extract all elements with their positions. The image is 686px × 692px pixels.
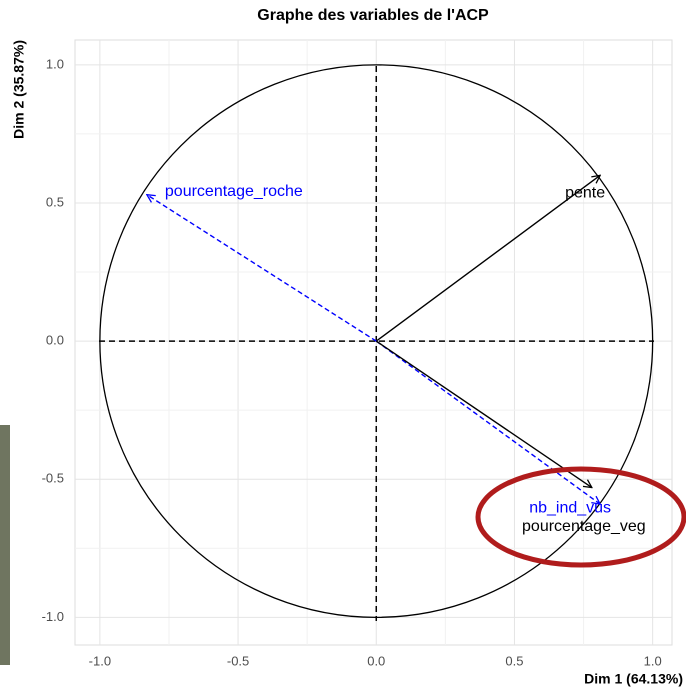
variable-arrow [375, 340, 592, 487]
variable-label: nb_ind_vus [529, 499, 611, 516]
highlight-ellipse [475, 466, 686, 568]
x-tick-label: -1.0 [89, 653, 111, 668]
y-tick-label: 1.0 [46, 56, 64, 71]
y-axis-title: Dim 2 (35.87%) [11, 40, 27, 139]
y-tick-label: -1.0 [42, 609, 64, 624]
variable-label: pente [565, 185, 605, 202]
variable-arrow [375, 340, 600, 504]
chart-title: Graphe des variables de l'ACP [257, 7, 489, 24]
y-tick-label: 0.0 [46, 333, 64, 348]
background-photo [0, 425, 10, 665]
x-tick-label: -0.5 [227, 653, 249, 668]
panel [74, 39, 673, 646]
variable-arrow [147, 195, 377, 342]
x-tick-label: 0.0 [367, 653, 385, 668]
content: pente pourcentage_roche nb_ind_vus pourcent… [99, 64, 654, 621]
y-tick-label: -0.5 [42, 471, 64, 486]
variable-label: pourcentage_roche [165, 183, 303, 200]
variable-label: pourcentage_veg [522, 518, 646, 535]
x-tick-label: 1.0 [644, 653, 662, 668]
x-axis-title: Dim 1 (64.13%) [584, 671, 683, 687]
variable-arrow [375, 175, 600, 342]
y-tick-label: 0.5 [46, 194, 64, 209]
x-tick-label: 0.5 [505, 653, 523, 668]
